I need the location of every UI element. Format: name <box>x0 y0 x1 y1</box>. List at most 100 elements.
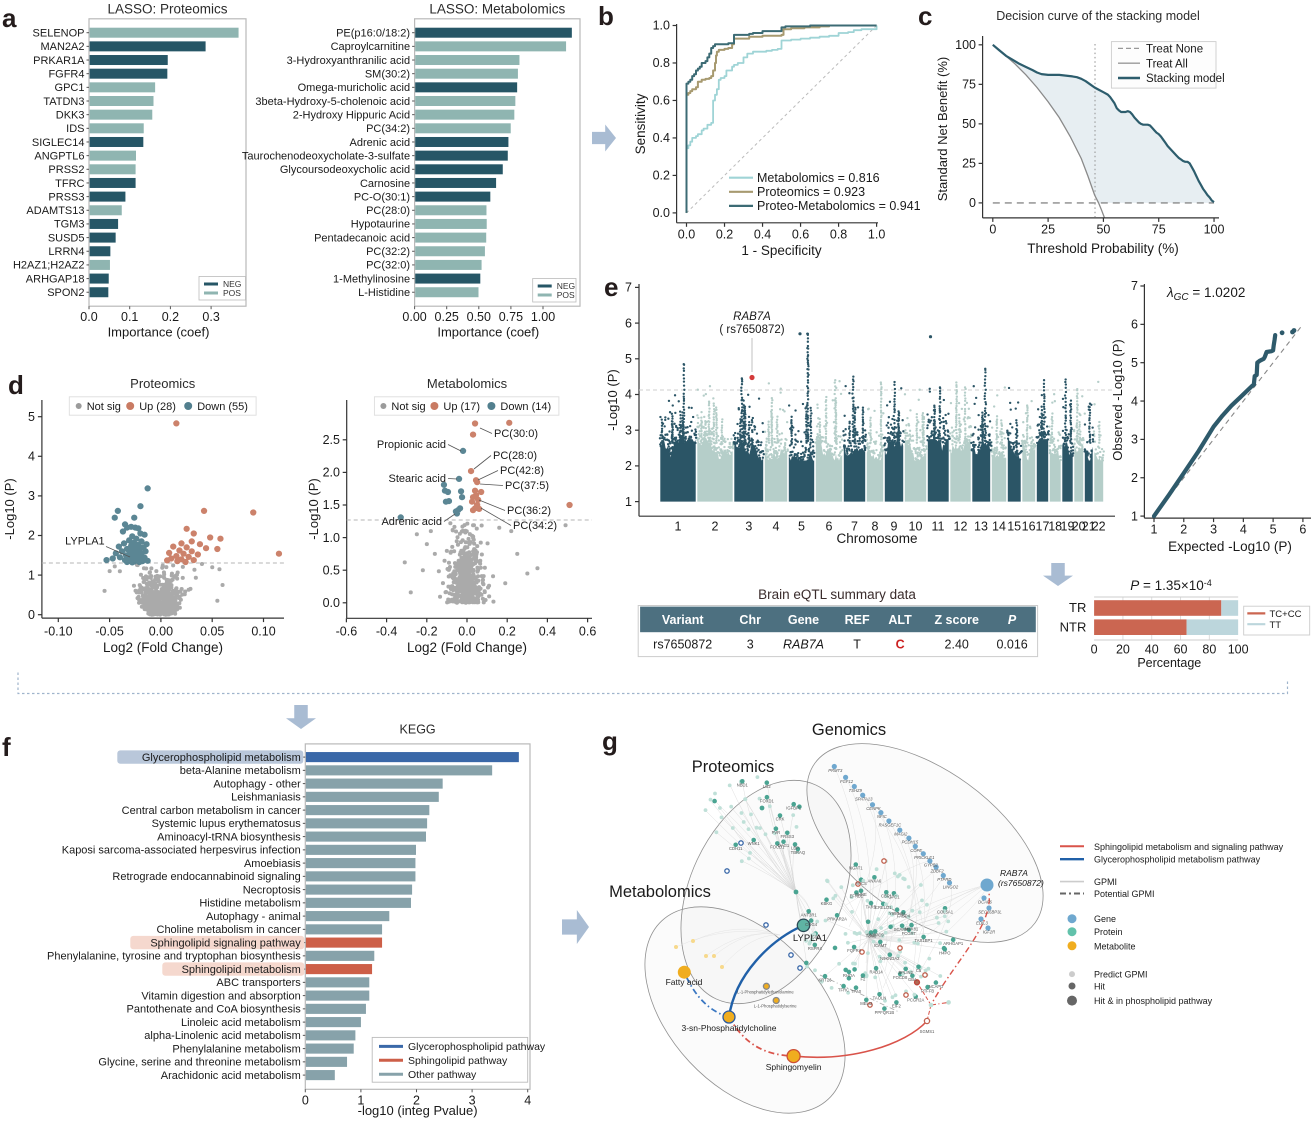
svg-text:3-Hydroxyanthranilic acid: 3-Hydroxyanthranilic acid <box>287 55 411 67</box>
svg-text:d: d <box>8 370 24 400</box>
svg-text:75: 75 <box>1152 223 1166 237</box>
svg-text:PCGR2A: PCGR2A <box>907 998 924 1003</box>
svg-text:PC(36:2): PC(36:2) <box>507 505 551 517</box>
svg-text:-Log10 (P): -Log10 (P) <box>605 369 620 430</box>
svg-text:0.3: 0.3 <box>202 310 219 324</box>
svg-text:PC(37:5): PC(37:5) <box>505 480 549 492</box>
svg-text:TATDN3: TATDN3 <box>43 96 84 108</box>
svg-text:H4PO: H4PO <box>939 950 951 955</box>
svg-text:FABP4: FABP4 <box>897 914 911 919</box>
svg-text:12: 12 <box>954 520 968 534</box>
svg-text:SNBPC9: SNBPC9 <box>867 933 884 938</box>
svg-text:Importance (coef): Importance (coef) <box>437 325 539 340</box>
svg-text:GPC1: GPC1 <box>55 82 85 94</box>
svg-text:Proteomics: Proteomics <box>692 758 775 776</box>
svg-text:0.50: 0.50 <box>467 310 491 324</box>
svg-text:REF: REF <box>845 613 870 627</box>
svg-text:40: 40 <box>1145 643 1159 657</box>
svg-text:FGFR4: FGFR4 <box>48 68 84 80</box>
svg-text:Gene: Gene <box>1094 914 1116 924</box>
svg-text:Not sig: Not sig <box>87 401 121 413</box>
svg-text:0.8: 0.8 <box>653 56 670 70</box>
svg-text:TC+CC: TC+CC <box>1270 609 1302 620</box>
svg-text:PC(28:0): PC(28:0) <box>493 450 537 462</box>
svg-text:Metabolomics: Metabolomics <box>609 883 711 901</box>
svg-text:1: 1 <box>675 520 682 534</box>
svg-text:CBF1: CBF1 <box>881 894 892 899</box>
svg-text:0.4: 0.4 <box>754 228 771 242</box>
svg-text:LBP: LBP <box>791 846 799 851</box>
svg-text:RAB14: RAB14 <box>869 969 883 974</box>
svg-text:PRSS3: PRSS3 <box>48 191 84 203</box>
svg-text:1 - Specificity: 1 - Specificity <box>741 243 822 258</box>
svg-text:Log2 (Fold Change): Log2 (Fold Change) <box>407 640 527 655</box>
svg-text:1.0: 1.0 <box>868 228 885 242</box>
svg-text:SPATA13: SPATA13 <box>855 797 873 802</box>
svg-text:CDH11: CDH11 <box>729 846 743 851</box>
svg-text:0.2: 0.2 <box>499 625 516 639</box>
svg-text:8: 8 <box>872 520 879 534</box>
svg-text:100: 100 <box>955 38 976 52</box>
svg-text:RSPR4: RSPR4 <box>808 946 823 951</box>
svg-text:0: 0 <box>969 196 976 210</box>
svg-text:0.4: 0.4 <box>539 625 556 639</box>
svg-text:7: 7 <box>851 520 858 534</box>
svg-text:H2AZ1;H2AZ2: H2AZ1;H2AZ2 <box>13 260 85 272</box>
svg-text:LRRN4: LRRN4 <box>48 246 84 258</box>
svg-text:EFNB1: EFNB1 <box>850 894 864 899</box>
svg-text:ARHGAP18: ARHGAP18 <box>26 273 85 285</box>
svg-text:3: 3 <box>1210 523 1217 537</box>
svg-text:C: C <box>896 638 905 652</box>
svg-text:Omega-muricholic acid: Omega-muricholic acid <box>298 82 410 94</box>
svg-text:1.0: 1.0 <box>323 531 340 545</box>
svg-text:2: 2 <box>712 520 719 534</box>
svg-text:13: 13 <box>974 520 988 534</box>
svg-text:Threshold Probability (%): Threshold Probability (%) <box>1027 241 1179 256</box>
svg-text:Arachidonic acid metabolism: Arachidonic acid metabolism <box>161 1070 301 1082</box>
svg-text:Leishmaniasis: Leishmaniasis <box>231 792 301 804</box>
svg-text:FQFR4: FQFR4 <box>847 948 861 953</box>
svg-text:RASGEF1C: RASGEF1C <box>879 823 903 828</box>
svg-text:21: 21 <box>1082 520 1096 534</box>
svg-text:GPC1: GPC1 <box>888 895 900 900</box>
svg-text:18: 18 <box>1048 520 1062 534</box>
svg-text:PRKAR2A: PRKAR2A <box>827 917 847 922</box>
svg-text:4: 4 <box>28 450 35 464</box>
svg-text:3-sn-Phosphatidylcholine: 3-sn-Phosphatidylcholine <box>682 1023 777 1033</box>
svg-text:20: 20 <box>1072 520 1086 534</box>
svg-text:Autophagy - animal: Autophagy - animal <box>206 911 301 923</box>
svg-text:-Log10 (P): -Log10 (P) <box>2 478 17 539</box>
svg-text:1-Methylinosine: 1-Methylinosine <box>333 273 410 285</box>
svg-text:COG4: COG4 <box>805 922 818 927</box>
svg-text:TR: TR <box>1069 600 1086 615</box>
svg-text:2.0: 2.0 <box>323 466 340 480</box>
svg-text:Necroptosis: Necroptosis <box>243 884 302 896</box>
svg-text:POS: POS <box>557 290 575 300</box>
svg-text:L-1-Phosphatidylethanolamine: L-1-Phosphatidylethanolamine <box>737 989 794 994</box>
svg-text:a: a <box>2 3 17 33</box>
svg-text:ANGPTL6: ANGPTL6 <box>34 150 84 162</box>
svg-text:1.00: 1.00 <box>531 310 555 324</box>
svg-text:SCARP1: SCARP1 <box>894 927 911 932</box>
svg-text:80: 80 <box>1202 643 1216 657</box>
svg-text:Predict GPMI: Predict GPMI <box>1094 970 1148 980</box>
svg-text:TPA0: TPA0 <box>851 989 862 994</box>
svg-text:Systemic lupus erythematosus: Systemic lupus erythematosus <box>152 818 302 830</box>
svg-text:Variant: Variant <box>662 613 705 627</box>
svg-text:Pentadecanoic acid: Pentadecanoic acid <box>314 232 410 244</box>
svg-text:b: b <box>598 1 614 31</box>
svg-text:TARB: TARB <box>866 904 877 909</box>
svg-text:-0.4: -0.4 <box>376 625 398 639</box>
svg-text:6: 6 <box>1299 523 1306 537</box>
svg-text:P: P <box>1008 613 1017 627</box>
svg-text:5: 5 <box>798 520 805 534</box>
svg-text:alpha-Linolenic acid metabolis: alpha-Linolenic acid metabolism <box>144 1030 301 1042</box>
svg-text:5: 5 <box>625 352 632 366</box>
svg-text:MAGI2: MAGI2 <box>894 832 908 837</box>
svg-text:0: 0 <box>989 223 996 237</box>
svg-text:Adrenic acid: Adrenic acid <box>350 137 411 149</box>
svg-text:PE(p16:0/18:2): PE(p16:0/18:2) <box>336 28 410 40</box>
svg-text:TAOLN: TAOLN <box>873 996 887 1001</box>
svg-text:Glycerophospholipid metabolism: Glycerophospholipid metabolism pathway <box>1094 855 1261 865</box>
svg-text:RHOA: RHOA <box>843 973 855 978</box>
